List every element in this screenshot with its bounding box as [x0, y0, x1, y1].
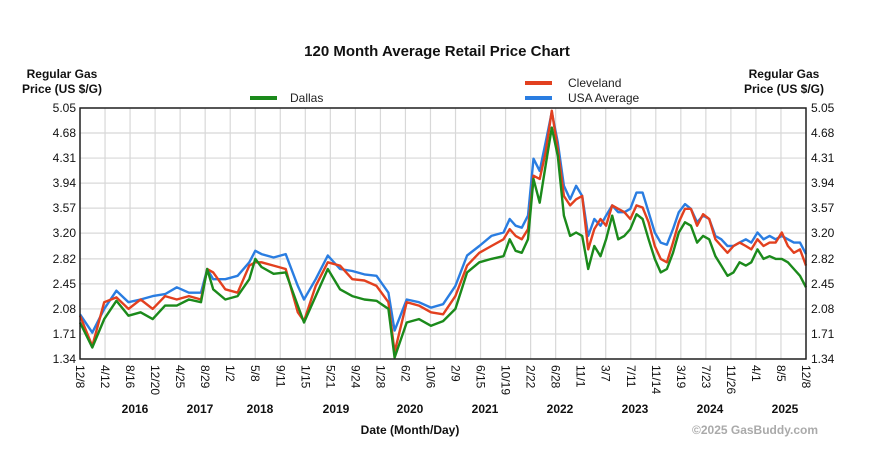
y-tick-label-right: 3.57	[811, 201, 835, 215]
x-tick-label: 4/12	[98, 365, 112, 389]
year-label: 2019	[323, 402, 350, 416]
year-label: 2018	[247, 402, 274, 416]
y-tick-label-left: 2.82	[53, 252, 77, 266]
year-label: 2020	[397, 402, 424, 416]
y-axis-labels: 5.05 5.05 4.68 4.68 4.31 4.31 3.94 3.94 3.57 3.57…	[53, 101, 835, 366]
x-tick-label: 1/28	[373, 365, 387, 389]
legend: Cleveland USA Average Dallas	[250, 76, 639, 105]
legend-label-usa-average: USA Average	[568, 91, 639, 105]
year-label: 2022	[547, 402, 574, 416]
y-axis-title-left-line2: Price (US $/G)	[22, 82, 102, 96]
x-tick-label: 1/15	[298, 365, 312, 389]
x-tick-label: 4/1	[749, 365, 763, 382]
series-lines	[78, 109, 808, 359]
legend-label-dallas: Dallas	[290, 91, 323, 105]
y-axis-title-left-line1: Regular Gas	[27, 67, 98, 81]
y-tick-label-left: 4.68	[53, 126, 77, 140]
copyright: ©2025 GasBuddy.com	[692, 423, 818, 437]
x-tick-label: 6/28	[549, 365, 563, 389]
x-axis-title: Date (Month/Day)	[361, 423, 460, 437]
series-line-dallas	[78, 126, 808, 359]
x-tick-label: 2/9	[449, 365, 463, 382]
x-tick-label: 12/8	[799, 365, 813, 389]
year-label: 2023	[622, 402, 649, 416]
chart-title: 120 Month Average Retail Price Chart	[304, 43, 570, 60]
y-tick-label-right: 3.94	[811, 176, 835, 190]
y-tick-label-right: 4.31	[811, 151, 835, 165]
x-tick-label: 10/19	[499, 365, 513, 395]
y-tick-label-left: 1.34	[53, 352, 77, 366]
x-tick-label: 7/11	[624, 365, 638, 388]
y-tick-label-right: 2.08	[811, 302, 835, 316]
x-tick-label: 11/14	[649, 365, 663, 394]
y-tick-label-right: 1.71	[811, 327, 835, 341]
series-line-cleveland	[78, 109, 808, 354]
x-tick-label: 3/7	[599, 365, 613, 382]
y-tick-label-left: 3.94	[53, 176, 77, 190]
x-tick-label: 1/2	[223, 365, 237, 382]
y-tick-label-right: 4.68	[811, 126, 835, 140]
x-tick-label: 8/5	[774, 365, 788, 382]
x-tick-label: 3/19	[674, 365, 688, 389]
year-labels: 2016 2017 2018 2019 2020 2021 2022 2023 2024 2025	[122, 402, 799, 416]
year-label: 2017	[187, 402, 214, 416]
series-line-usa-average	[79, 110, 808, 334]
x-tick-label: 9/11	[273, 365, 287, 388]
y-tick-label-left: 1.71	[53, 327, 77, 341]
year-label: 2024	[697, 402, 724, 416]
x-tick-label: 12/8	[73, 365, 87, 389]
y-tick-label-right: 2.45	[811, 277, 835, 291]
x-tick-label: 11/26	[724, 365, 738, 394]
y-tick-label-right: 1.34	[811, 352, 835, 366]
y-tick-label-left: 5.05	[53, 101, 77, 115]
x-tick-label: 6/15	[474, 365, 488, 389]
plot-border	[79, 107, 807, 360]
x-tick-label: 5/21	[323, 365, 337, 389]
x-tick-label: 5/8	[248, 365, 262, 382]
y-tick-label-left: 3.57	[53, 201, 77, 215]
x-tick-label: 4/25	[173, 365, 187, 389]
x-tick-label: 8/16	[123, 365, 137, 389]
x-tick-label: 7/23	[699, 365, 713, 389]
x-tick-label: 11/1	[574, 365, 588, 388]
y-axis-title-right-line2: Price (US $/G)	[744, 82, 824, 96]
y-tick-label-left: 2.45	[53, 277, 77, 291]
x-tick-label: 10/6	[423, 365, 437, 389]
y-tick-label-right: 2.82	[811, 252, 835, 266]
y-tick-label-right: 5.05	[811, 101, 835, 115]
year-label: 2021	[472, 402, 499, 416]
legend-label-cleveland: Cleveland	[568, 76, 621, 90]
y-tick-label-left: 4.31	[53, 151, 77, 165]
year-label: 2016	[122, 402, 149, 416]
x-tick-label: 8/29	[198, 365, 212, 389]
year-label: 2025	[772, 402, 799, 416]
y-tick-label-left: 3.20	[53, 226, 77, 240]
x-tick-label: 6/2	[398, 365, 412, 382]
x-tick-label: 9/24	[348, 365, 362, 389]
x-tick-label: 2/22	[524, 365, 538, 389]
y-tick-label-right: 3.20	[811, 226, 835, 240]
y-tick-label-left: 2.08	[53, 302, 77, 316]
x-axis-labels: 12/8 4/12 8/16 12/20 4/25 8/29 1/2 5/8 9/11 1/15 5…	[73, 365, 813, 395]
x-tick-label: 12/20	[148, 365, 162, 395]
y-axis-title-right-line1: Regular Gas	[749, 67, 820, 81]
